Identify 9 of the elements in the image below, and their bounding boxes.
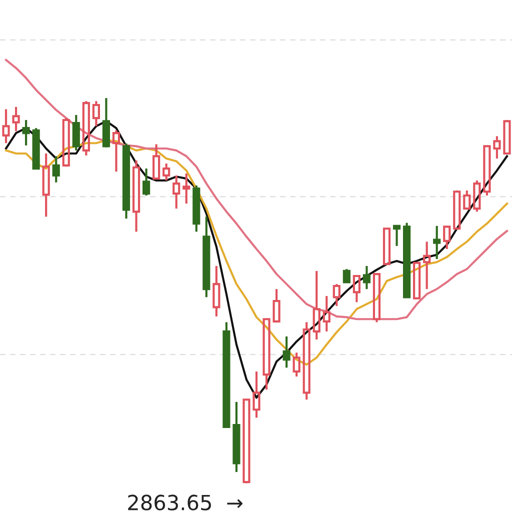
candlestick — [362, 264, 371, 290]
text: 2863.65 → — [128, 494, 242, 510]
candlestick — [433, 224, 441, 260]
candlestick — [182, 172, 190, 205]
candlestick — [42, 152, 50, 218]
candlestick — [322, 294, 330, 332]
candlestick — [423, 240, 431, 290]
candlestick — [212, 264, 220, 318]
candlestick — [132, 159, 140, 233]
